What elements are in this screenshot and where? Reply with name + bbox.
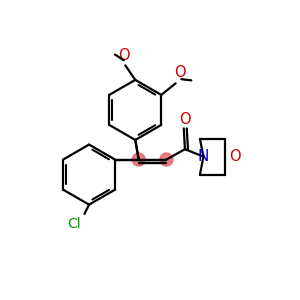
Text: O: O [179, 112, 191, 127]
Circle shape [132, 153, 145, 166]
Text: O: O [229, 149, 241, 164]
Text: Cl: Cl [68, 217, 81, 231]
Text: O: O [174, 65, 186, 80]
Text: N: N [198, 149, 209, 164]
Text: O: O [118, 48, 130, 63]
Circle shape [160, 153, 173, 166]
